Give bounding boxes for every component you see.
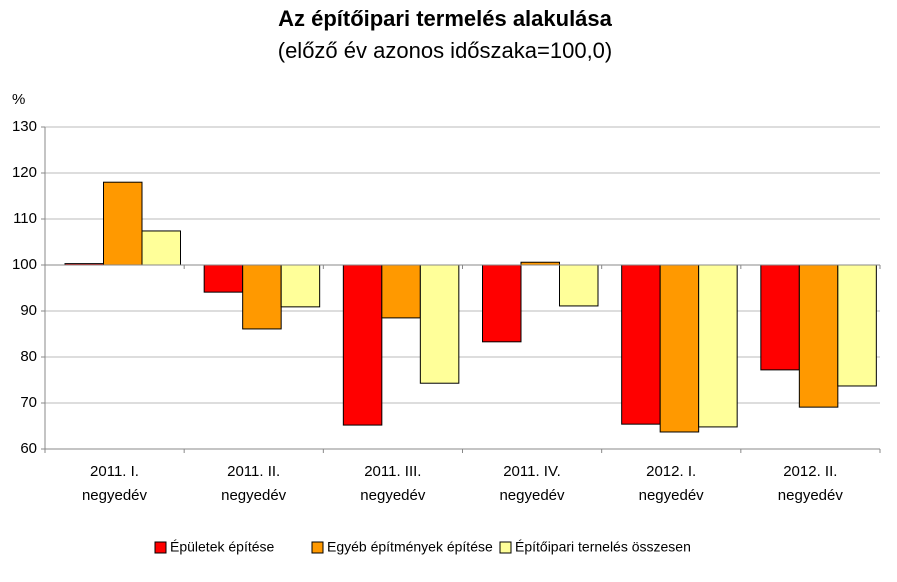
y-axis-label: % — [12, 91, 25, 108]
x-tick-label: 2011. III. negyedév — [360, 463, 426, 504]
y-tick-label: 100 — [12, 256, 37, 273]
bar — [698, 264, 738, 428]
bar — [381, 264, 421, 319]
x-tick-label: 2011. II. negyedév — [221, 463, 287, 504]
y-tick-label: 120 — [12, 164, 37, 181]
legend-label: Egyéb építmények építése — [327, 539, 493, 555]
chart-subtitle: (előző év azonos időszaka=100,0) — [278, 38, 613, 63]
bar — [342, 264, 383, 426]
bar — [482, 264, 522, 343]
bar — [659, 264, 700, 433]
bar — [280, 264, 321, 308]
bar — [621, 264, 661, 425]
bar — [203, 264, 244, 293]
chart-title: Az építőipari termelés alakulása — [278, 6, 613, 31]
x-tick-label: 2012. I. negyedév — [638, 463, 704, 504]
x-tick-label: 2011. IV. negyedév — [499, 463, 565, 504]
bar — [103, 181, 143, 266]
bar — [760, 264, 800, 371]
bar — [837, 264, 877, 387]
bar — [798, 264, 839, 408]
bar — [141, 230, 181, 266]
legend-label: Épületek építése — [170, 539, 275, 555]
legend-swatch — [154, 541, 167, 554]
y-tick-label: 130 — [12, 118, 37, 135]
bar — [559, 264, 599, 307]
y-tick-label: 110 — [13, 210, 37, 227]
y-tick-label: 80 — [20, 348, 37, 365]
y-tick-label: 70 — [20, 394, 37, 411]
y-tick-label: 60 — [20, 440, 37, 457]
bar — [419, 264, 460, 384]
legend-swatch — [311, 541, 324, 554]
y-tick-label: 90 — [20, 302, 37, 319]
x-tick-label: 2012. II. negyedév — [777, 463, 843, 504]
legend-label: Építőipari ternelés összesen — [515, 539, 691, 555]
legend-swatch — [499, 541, 512, 554]
bar — [242, 264, 282, 330]
x-tick-label: 2011. I. negyedév — [81, 463, 148, 504]
